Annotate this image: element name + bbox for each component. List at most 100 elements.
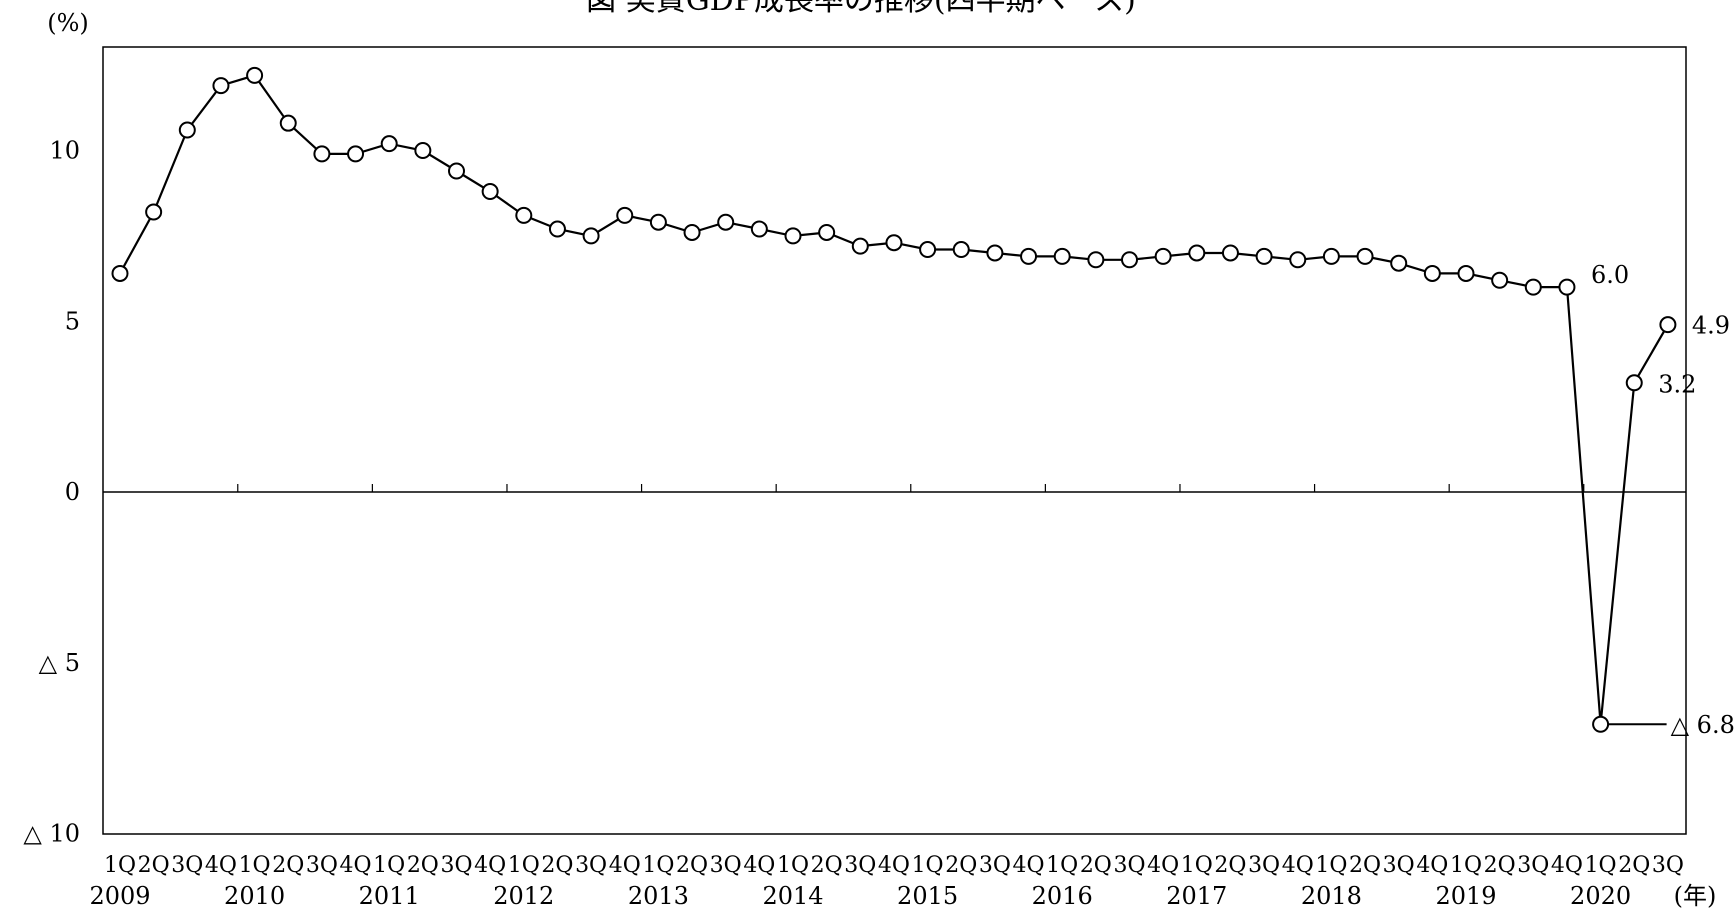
x-quarter-label: 2Q: [676, 853, 708, 878]
data-point: [1356, 247, 1374, 265]
data-point: [1491, 271, 1509, 289]
x-quarter-label: 1Q: [239, 853, 271, 878]
x-quarter-label: 2Q: [1080, 853, 1112, 878]
x-year-label: 2020: [1570, 882, 1631, 910]
data-point: [986, 244, 1004, 262]
data-point: [885, 234, 903, 252]
data-point: [548, 220, 566, 238]
y-tick-label: △ 10: [23, 820, 80, 848]
x-quarter-label: 3Q: [844, 853, 876, 878]
x-year-label: 2010: [224, 882, 285, 910]
data-point: [1255, 247, 1273, 265]
x-quarter-label: 4Q: [1282, 853, 1314, 878]
data-point: [313, 145, 331, 163]
data-point: [818, 223, 836, 241]
x-quarter-label: 2Q: [407, 853, 439, 878]
x-quarter-label: 2Q: [1618, 853, 1650, 878]
data-point: [448, 162, 465, 180]
data-point: [515, 206, 533, 224]
data-point: [1592, 715, 1610, 733]
y-tick-label: 5: [65, 307, 80, 335]
data-point: [1188, 244, 1206, 262]
x-quarter-labels: 1Q 2Q 3Q 4Q 1Q 2Q 3Q 4Q 1Q 2Q 3Q 4Q 1Q 2Q 3Q 4Q 1Q 2Q 3Q 4Q…: [104, 853, 1684, 878]
data-point: [212, 77, 230, 95]
x-year-label: 2017: [1166, 882, 1227, 910]
data-point: [145, 203, 163, 221]
x-quarter-label: 1Q: [1315, 853, 1347, 878]
series-line: [119, 74, 1669, 725]
chart-title: 図 実質GDP成長率の推移(四半期ベース): [586, 0, 1136, 18]
data-point: [1625, 374, 1643, 392]
x-year-label: 2012: [493, 882, 554, 910]
x-quarter-label: 4Q: [1147, 853, 1179, 878]
x-quarter-label: 1Q: [104, 853, 136, 878]
data-label: 4.9: [1692, 312, 1730, 340]
data-point: [1423, 264, 1441, 282]
data-labels: 6.0 △ 6.8 3.2 4.9: [1591, 261, 1735, 739]
data-point: [1457, 264, 1475, 282]
x-quarter-label: 3Q: [440, 853, 472, 878]
data-point: [851, 237, 869, 255]
x-axis-unit: (年): [1674, 882, 1717, 910]
x-year-label: 2009: [89, 882, 150, 910]
x-quarter-label: 3Q: [1517, 853, 1549, 878]
data-point: [649, 213, 667, 231]
data-point: [1322, 247, 1340, 265]
data-point: [683, 223, 701, 241]
data-point: [1558, 278, 1576, 296]
data-point: [784, 227, 802, 245]
data-point: [1390, 254, 1408, 272]
x-quarter-label: 3Q: [575, 853, 607, 878]
x-quarter-label: 4Q: [474, 853, 506, 878]
x-quarter-label: 2Q: [1214, 853, 1246, 878]
y-tick-label: △ 5: [39, 649, 80, 677]
data-point: [1020, 247, 1038, 265]
data-point: [1087, 251, 1105, 269]
x-year-label: 2013: [628, 882, 689, 910]
data-point: [750, 220, 768, 238]
x-quarter-label: 1Q: [373, 853, 405, 878]
x-quarter-label: 3Q: [1248, 853, 1280, 878]
data-point: [616, 206, 634, 224]
x-year-labels: 2009 2010 2011 2012 2013 2014 2015 2016 2017 2018…: [89, 882, 1631, 910]
data-point: [1289, 251, 1307, 269]
x-quarter-label: 3Q: [710, 853, 742, 878]
plot-frame: [102, 46, 1687, 835]
x-quarter-label: 4Q: [609, 853, 641, 878]
data-point: [178, 121, 196, 139]
data-label: 3.2: [1658, 371, 1696, 399]
data-point: [952, 241, 970, 259]
x-quarter-label: 4Q: [1416, 853, 1448, 878]
y-axis-unit: (%): [47, 9, 89, 37]
x-year-label: 2015: [897, 882, 958, 910]
x-quarter-label: 2Q: [1349, 853, 1381, 878]
x-quarter-label: 1Q: [1181, 853, 1213, 878]
x-quarter-label: 1Q: [777, 853, 809, 878]
y-tick-labels: 10 5 0 △ 5 △ 10: [23, 137, 80, 848]
y-tick-label: 10: [49, 137, 80, 165]
data-point: [347, 145, 365, 163]
x-quarter-label: 1Q: [912, 853, 944, 878]
x-quarter-label: 1Q: [1585, 853, 1617, 878]
x-quarter-label: 2Q: [811, 853, 843, 878]
x-quarter-label: 4Q: [1551, 853, 1583, 878]
x-year-label: 2019: [1435, 882, 1496, 910]
x-quarter-label: 4Q: [340, 853, 372, 878]
data-point: [1659, 316, 1677, 334]
data-point: [1221, 244, 1239, 262]
data-point: [414, 142, 432, 159]
data-point: [1154, 247, 1172, 265]
x-year-tick-marks: [237, 484, 1585, 492]
x-quarter-label: 4Q: [743, 853, 775, 878]
data-point: [919, 241, 937, 259]
data-point: [1524, 278, 1542, 296]
data-label: △ 6.8: [1671, 711, 1735, 739]
x-year-label: 2016: [1032, 882, 1093, 910]
x-quarter-label: 2Q: [272, 853, 304, 878]
data-points: [111, 66, 1677, 733]
x-quarter-label: 1Q: [1046, 853, 1078, 878]
x-quarter-label: 3Q: [979, 853, 1011, 878]
x-year-label: 2014: [762, 882, 823, 910]
x-quarter-label: 1Q: [642, 853, 674, 878]
